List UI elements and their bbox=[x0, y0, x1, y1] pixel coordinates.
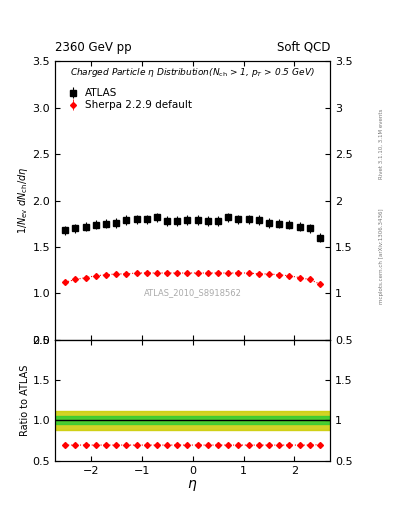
Text: Charged Particle $\eta$ Distribution($N_\mathrm{ch}$ > 1, $p_T$ > 0.5 GeV): Charged Particle $\eta$ Distribution($N_… bbox=[70, 66, 315, 79]
Y-axis label: $1/N_\mathrm{ev}\ dN_\mathrm{ch}/d\eta$: $1/N_\mathrm{ev}\ dN_\mathrm{ch}/d\eta$ bbox=[16, 167, 29, 234]
Text: mcplots.cern.ch [arXiv:1306.3436]: mcplots.cern.ch [arXiv:1306.3436] bbox=[379, 208, 384, 304]
Legend: ATLAS, Sherpa 2.2.9 default: ATLAS, Sherpa 2.2.9 default bbox=[63, 86, 194, 112]
Y-axis label: Ratio to ATLAS: Ratio to ATLAS bbox=[20, 365, 29, 436]
Text: 2360 GeV pp: 2360 GeV pp bbox=[55, 41, 132, 54]
X-axis label: $\eta$: $\eta$ bbox=[187, 478, 198, 494]
Text: ATLAS_2010_S8918562: ATLAS_2010_S8918562 bbox=[143, 288, 242, 297]
Text: Rivet 3.1.10, 3.1M events: Rivet 3.1.10, 3.1M events bbox=[379, 108, 384, 179]
Text: Soft QCD: Soft QCD bbox=[277, 41, 330, 54]
